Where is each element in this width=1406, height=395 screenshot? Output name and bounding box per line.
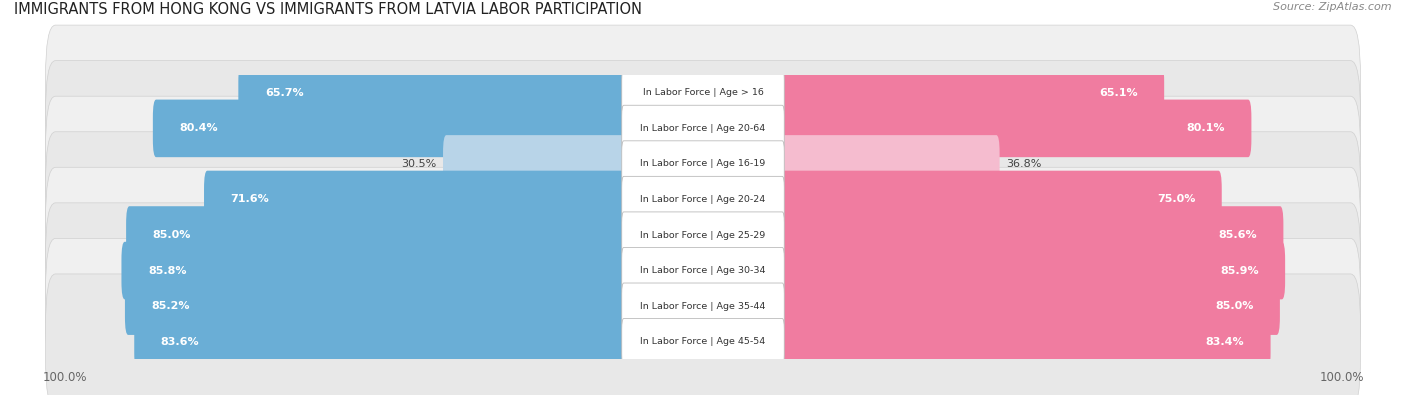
Text: In Labor Force | Age 35-44: In Labor Force | Age 35-44 [640,302,766,310]
FancyBboxPatch shape [45,274,1361,395]
FancyBboxPatch shape [45,96,1361,231]
FancyBboxPatch shape [779,135,1000,193]
FancyBboxPatch shape [127,206,627,264]
Text: 65.1%: 65.1% [1099,88,1137,98]
Text: In Labor Force | Age 25-29: In Labor Force | Age 25-29 [640,231,766,239]
FancyBboxPatch shape [621,318,785,365]
Text: In Labor Force | Age 20-64: In Labor Force | Age 20-64 [640,124,766,133]
FancyBboxPatch shape [45,25,1361,160]
FancyBboxPatch shape [153,100,627,157]
FancyBboxPatch shape [45,167,1361,303]
FancyBboxPatch shape [779,242,1285,299]
Text: 80.1%: 80.1% [1187,123,1225,134]
Text: IMMIGRANTS FROM HONG KONG VS IMMIGRANTS FROM LATVIA LABOR PARTICIPATION: IMMIGRANTS FROM HONG KONG VS IMMIGRANTS … [14,2,643,17]
FancyBboxPatch shape [134,313,627,371]
FancyBboxPatch shape [621,176,785,223]
Text: 75.0%: 75.0% [1157,194,1195,205]
FancyBboxPatch shape [779,171,1222,228]
Text: 36.8%: 36.8% [1007,159,1042,169]
Text: 85.8%: 85.8% [148,265,187,276]
Text: 83.6%: 83.6% [160,337,200,347]
FancyBboxPatch shape [621,212,785,258]
Text: In Labor Force | Age 20-24: In Labor Force | Age 20-24 [640,195,766,204]
Text: 100.0%: 100.0% [1319,371,1364,384]
Text: 100.0%: 100.0% [42,371,87,384]
Text: 85.2%: 85.2% [152,301,190,311]
FancyBboxPatch shape [45,239,1361,374]
FancyBboxPatch shape [621,247,785,294]
FancyBboxPatch shape [45,203,1361,338]
FancyBboxPatch shape [121,242,627,299]
Text: 85.9%: 85.9% [1220,265,1258,276]
FancyBboxPatch shape [621,105,785,152]
FancyBboxPatch shape [125,277,627,335]
FancyBboxPatch shape [45,132,1361,267]
Text: In Labor Force | Age 16-19: In Labor Force | Age 16-19 [640,160,766,168]
Text: 30.5%: 30.5% [401,159,436,169]
Text: In Labor Force | Age > 16: In Labor Force | Age > 16 [643,88,763,97]
FancyBboxPatch shape [239,64,627,122]
FancyBboxPatch shape [45,61,1361,196]
FancyBboxPatch shape [779,64,1164,122]
FancyBboxPatch shape [779,206,1284,264]
Text: 65.7%: 65.7% [264,88,304,98]
FancyBboxPatch shape [443,135,627,193]
FancyBboxPatch shape [621,70,785,116]
FancyBboxPatch shape [779,313,1271,371]
Text: 83.4%: 83.4% [1205,337,1244,347]
Text: Source: ZipAtlas.com: Source: ZipAtlas.com [1274,2,1392,12]
Text: 71.6%: 71.6% [231,194,269,205]
FancyBboxPatch shape [779,100,1251,157]
Text: In Labor Force | Age 30-34: In Labor Force | Age 30-34 [640,266,766,275]
Text: 85.0%: 85.0% [1215,301,1254,311]
FancyBboxPatch shape [621,141,785,187]
Text: 80.4%: 80.4% [180,123,218,134]
Text: 85.6%: 85.6% [1219,230,1257,240]
Text: In Labor Force | Age 45-54: In Labor Force | Age 45-54 [640,337,766,346]
FancyBboxPatch shape [779,277,1279,335]
FancyBboxPatch shape [204,171,627,228]
Text: 85.0%: 85.0% [152,230,191,240]
FancyBboxPatch shape [621,283,785,329]
